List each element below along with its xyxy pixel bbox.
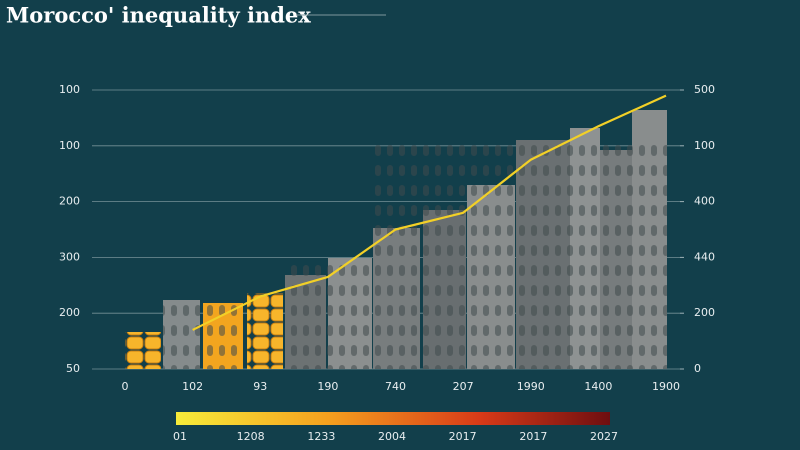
building-windows [373, 140, 667, 258]
x-tick-label: 1400 [584, 380, 612, 393]
color-scale-label: 1233 [307, 430, 335, 443]
x-tick-label: 1990 [517, 380, 545, 393]
line [192, 94, 667, 331]
y-tick-label: 50 [66, 362, 80, 375]
buildings [125, 110, 667, 369]
y2-tick-label: 100 [694, 139, 715, 152]
chart-title: Morocco' inequality index [6, 3, 311, 28]
x-tick-label: 93 [253, 380, 267, 393]
x-tick-label: 102 [182, 380, 203, 393]
y-tick-label: 200 [59, 306, 80, 319]
color-scale [176, 412, 610, 425]
color-scale-label: 01 [173, 430, 187, 443]
x-tick-label: 740 [385, 380, 406, 393]
color-scale-label: 2027 [590, 430, 618, 443]
x-tick-label: 190 [317, 380, 338, 393]
y2-tick-label: 200 [694, 306, 715, 319]
building [247, 293, 283, 369]
color-scale-label: 2017 [519, 430, 547, 443]
building [125, 332, 161, 369]
color-scale-label: 2004 [378, 430, 406, 443]
color-scale-label: 2017 [449, 430, 477, 443]
y-tick-label: 100 [59, 139, 80, 152]
y-tick-label: 300 [59, 250, 80, 263]
y2-tick-label: 500 [694, 83, 715, 96]
building-windows [285, 258, 667, 369]
y2-tick-label: 0 [694, 362, 701, 375]
y-tick-label: 200 [59, 195, 80, 208]
color-scale-label: 1208 [237, 430, 265, 443]
y-tick-label: 100 [59, 83, 80, 96]
y2-tick-label: 400 [694, 195, 715, 208]
building [163, 300, 200, 369]
x-tick-label: 1900 [652, 380, 680, 393]
y2-tick-label: 440 [694, 250, 715, 263]
building [203, 303, 243, 369]
x-tick-label: 0 [122, 380, 129, 393]
x-tick-label: 207 [453, 380, 474, 393]
